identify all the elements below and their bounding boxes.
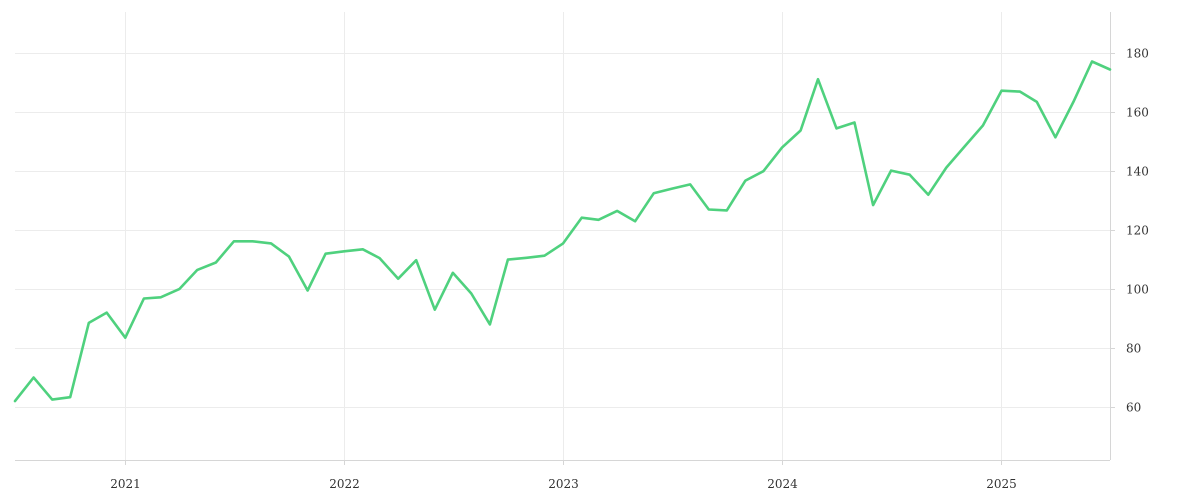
y-tick-label: 140	[1126, 165, 1149, 179]
x-tick-label: 2023	[548, 477, 579, 491]
x-axis-tick-labels: 2021 2022 2023 2024 2025	[110, 477, 1017, 491]
horizontal-gridlines	[15, 53, 1115, 408]
y-tick-label: 160	[1126, 106, 1149, 120]
x-tick-label: 2022	[329, 477, 360, 491]
x-tick-label: 2024	[767, 477, 798, 491]
x-tick-label: 2025	[986, 477, 1017, 491]
y-tick-label: 100	[1126, 283, 1149, 297]
y-tick-label: 60	[1126, 401, 1141, 415]
y-tick-label: 180	[1126, 47, 1149, 61]
y-tick-label: 120	[1126, 224, 1149, 238]
x-tick-label: 2021	[110, 477, 141, 491]
series-line-0	[13, 60, 1112, 403]
vertical-gridlines	[125, 12, 1002, 465]
series-layer	[13, 60, 1112, 403]
y-tick-label: 80	[1126, 342, 1141, 356]
y-axis-tick-labels: 60 80 100 120 140 160 180	[1126, 47, 1149, 415]
